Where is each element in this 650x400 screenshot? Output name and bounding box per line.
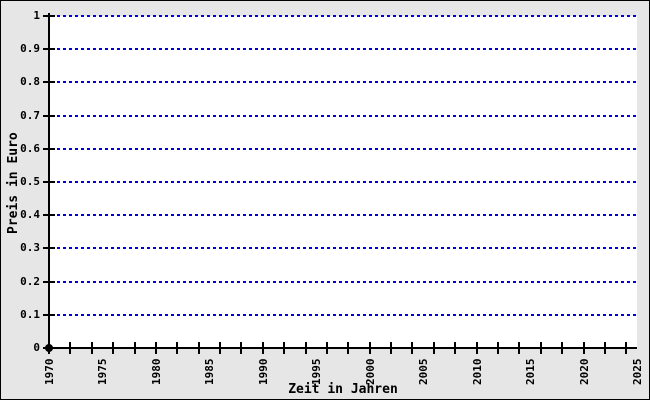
x-tick xyxy=(603,342,606,354)
y-tick xyxy=(43,313,55,316)
x-tick xyxy=(304,342,307,354)
x-axis-title: Zeit in Jahren xyxy=(288,382,398,397)
y-tick-label: 0.9 xyxy=(20,42,40,56)
x-tick-label: 2000 xyxy=(363,358,377,386)
x-tick xyxy=(625,342,628,354)
y-tick xyxy=(43,81,55,84)
x-tick xyxy=(261,342,264,354)
x-tick-label: 2010 xyxy=(470,358,484,386)
y-tick-label: 0.2 xyxy=(20,274,40,288)
x-tick xyxy=(518,342,521,354)
x-tick xyxy=(197,342,200,354)
y-tick-label: 0.4 xyxy=(20,208,40,222)
x-tick xyxy=(432,342,435,354)
y-tick-label: 0.5 xyxy=(20,175,40,188)
y-tick-label: 0.6 xyxy=(20,141,40,155)
gridline xyxy=(51,114,637,117)
y-tick-label: 1 xyxy=(33,9,40,22)
gridline xyxy=(51,181,637,183)
x-tick-label: 1990 xyxy=(256,358,270,386)
y-tick-label: 0.3 xyxy=(20,241,40,255)
y-tick xyxy=(43,15,55,17)
y-tick xyxy=(43,147,55,150)
gridline xyxy=(51,280,637,283)
y-tick xyxy=(43,280,55,283)
x-tick-label: 1980 xyxy=(149,358,163,386)
y-tick-label: 0.1 xyxy=(20,307,40,321)
x-tick xyxy=(154,342,157,354)
y-tick xyxy=(43,48,55,51)
gridline xyxy=(51,48,637,51)
y-tick-label: 0.7 xyxy=(20,108,40,122)
x-tick xyxy=(347,342,350,354)
x-tick xyxy=(90,342,93,354)
y-tick xyxy=(43,181,55,183)
x-tick xyxy=(325,342,328,354)
x-tick xyxy=(454,342,457,354)
x-tick xyxy=(497,342,500,354)
x-tick xyxy=(176,342,179,354)
x-tick xyxy=(368,342,371,354)
x-tick-label: 1995 xyxy=(310,358,324,386)
x-tick xyxy=(539,342,542,354)
data-point xyxy=(45,344,53,352)
x-tick xyxy=(411,342,414,354)
x-tick xyxy=(133,342,136,354)
x-tick xyxy=(219,342,222,354)
gridline xyxy=(51,247,637,250)
x-tick xyxy=(582,342,585,354)
y-tick xyxy=(43,114,55,117)
x-tick xyxy=(69,342,72,354)
y-tick-label: 0.8 xyxy=(20,75,40,89)
x-tick xyxy=(112,342,115,354)
x-tick-label: 2005 xyxy=(417,358,431,386)
y-tick xyxy=(43,247,55,250)
x-tick xyxy=(283,342,286,354)
x-tick xyxy=(240,342,243,354)
x-tick-label: 1985 xyxy=(203,358,217,386)
x-tick-label: 2015 xyxy=(524,358,538,386)
x-tick-label: 1970 xyxy=(43,358,56,386)
x-tick xyxy=(390,342,393,354)
gridline xyxy=(51,313,637,316)
gridline xyxy=(51,147,637,150)
x-tick-label: 1975 xyxy=(96,358,110,386)
y-tick xyxy=(43,214,55,217)
x-axis-line xyxy=(48,347,637,349)
y-tick-label: 0 xyxy=(33,341,40,354)
gridline xyxy=(51,214,637,217)
x-tick-label: 2025 xyxy=(631,358,644,386)
gridline xyxy=(51,81,637,84)
x-tick xyxy=(475,342,478,354)
x-tick xyxy=(561,342,564,354)
x-tick-label: 2020 xyxy=(577,358,591,386)
gridline xyxy=(51,15,637,17)
